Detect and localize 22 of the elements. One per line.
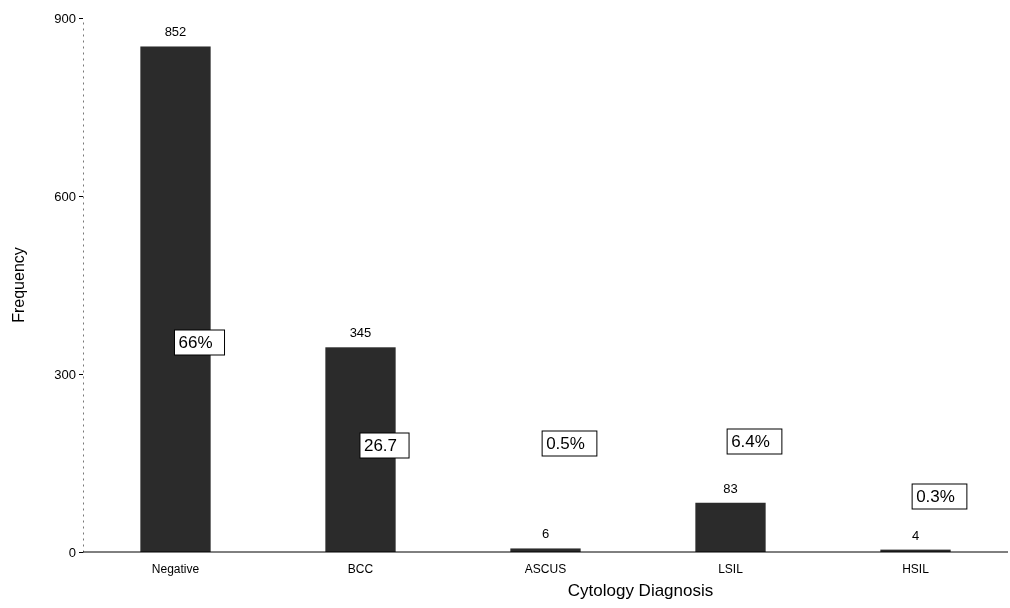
annotation: 0.3% <box>916 487 955 506</box>
bar <box>695 502 766 552</box>
data-label: 345 <box>349 325 372 341</box>
data-label: 4 <box>911 527 920 543</box>
data-label: 83 <box>723 480 738 496</box>
data-label: 6 <box>541 526 550 542</box>
y-tick-label: 600 <box>54 188 76 204</box>
x-tick-label: HSIL <box>902 561 930 576</box>
annotation: 26.7 <box>363 436 398 455</box>
x-tick-label: LSIL <box>718 561 744 576</box>
x-tick-label: ASCUS <box>524 561 567 576</box>
annotation: 0.5% <box>546 434 585 453</box>
y-axis-title: Frequency <box>10 247 27 323</box>
y-tick-label: 300 <box>54 366 76 382</box>
data-label: 852 <box>164 24 187 40</box>
x-axis-title: Cytology Diagnosis <box>567 581 714 600</box>
x-tick-label: Negative <box>151 561 200 576</box>
annotation: 6.4% <box>731 432 770 451</box>
x-tick-label: BCC <box>347 561 374 576</box>
y-tick-label: 900 <box>54 10 76 26</box>
annotation: 66% <box>178 333 213 352</box>
y-tick-label: 0 <box>68 544 76 560</box>
